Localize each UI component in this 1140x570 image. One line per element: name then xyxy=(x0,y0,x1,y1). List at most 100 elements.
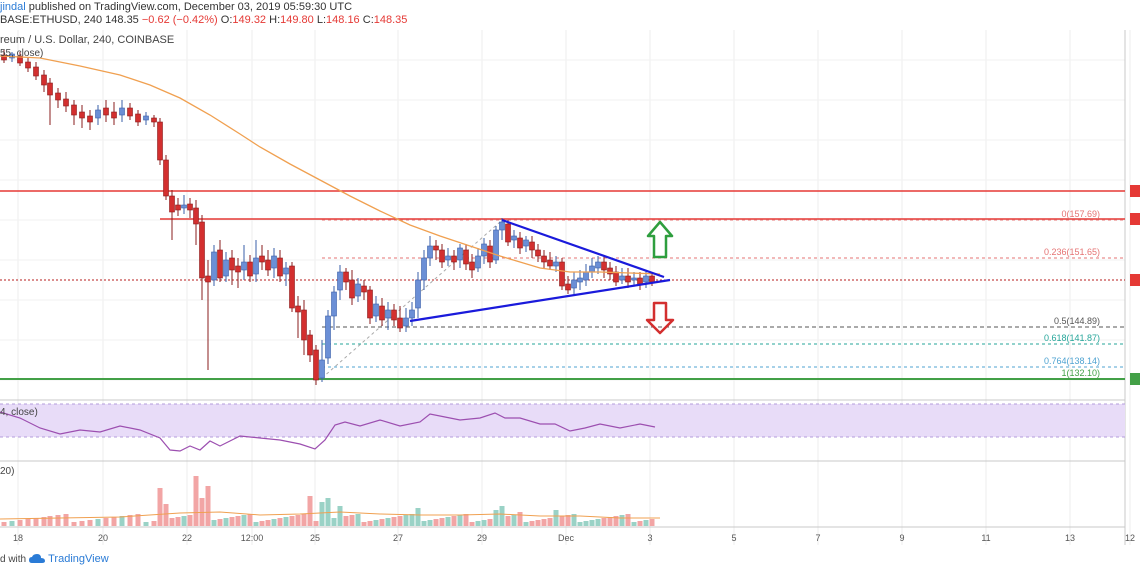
candle-body xyxy=(157,121,163,161)
candle-body xyxy=(181,204,187,209)
volume-bar xyxy=(559,516,565,526)
volume-bar xyxy=(187,515,193,526)
volume-bar xyxy=(523,522,529,526)
candle-body xyxy=(553,261,559,267)
candle-body xyxy=(63,98,69,107)
volume-bar xyxy=(127,515,133,526)
volume-bar xyxy=(17,520,23,526)
candle-body xyxy=(259,255,265,263)
candle-body xyxy=(541,255,547,263)
candle-body xyxy=(199,221,205,279)
volume-bar xyxy=(95,519,101,526)
open-label: O: xyxy=(220,14,233,26)
candle-body xyxy=(355,283,361,297)
volume-bar xyxy=(595,519,601,526)
volume-bar xyxy=(463,514,469,526)
candle-body xyxy=(595,261,601,269)
volume-bar xyxy=(631,522,637,526)
volume-bar xyxy=(589,520,595,526)
volume-bar xyxy=(397,516,403,526)
volume-bar xyxy=(391,517,397,526)
x-tick-label: 20 xyxy=(98,533,108,543)
volume-bar xyxy=(247,514,253,526)
volume-bar xyxy=(433,519,439,526)
candle-body xyxy=(295,305,301,313)
candle-body xyxy=(119,107,125,116)
volume-bar xyxy=(649,519,655,526)
candle-body xyxy=(331,291,337,317)
candle-body xyxy=(379,305,385,321)
x-tick-label: 11 xyxy=(981,533,990,543)
tradingview-logo-text[interactable]: TradingView xyxy=(48,553,109,565)
volume-bar xyxy=(241,515,247,526)
candle-body xyxy=(583,271,589,281)
candle-body xyxy=(33,66,39,77)
candle-body xyxy=(151,117,157,123)
volume-bar xyxy=(205,486,211,526)
triangle-lower-trendline[interactable] xyxy=(409,278,671,323)
volume-bar xyxy=(415,508,421,526)
price-tag xyxy=(1130,274,1140,286)
candle-body xyxy=(577,277,583,283)
candle-body xyxy=(319,359,325,379)
volume-bar xyxy=(217,519,223,526)
candle-body xyxy=(565,283,571,291)
last-price: 148.35 xyxy=(105,14,139,26)
candle-body xyxy=(637,277,643,285)
candle-body xyxy=(301,309,307,341)
volume-bar xyxy=(403,515,409,526)
rsi-band xyxy=(0,404,1125,437)
candle-body xyxy=(433,245,439,251)
volume-bar xyxy=(283,517,289,526)
candle-body xyxy=(283,267,289,275)
volume-bar xyxy=(439,518,445,526)
volume-bar xyxy=(87,520,93,526)
change-value: −0.62 (−0.42%) xyxy=(141,14,218,26)
fibonacci-retracement[interactable]: 0(157.69) 0.236(151.65) 0.5(144.89) 0.618(1… xyxy=(322,209,1125,380)
candles xyxy=(1,50,655,385)
volume-bar xyxy=(373,520,379,526)
candle-body xyxy=(559,261,565,287)
volume-bar xyxy=(143,522,149,526)
volume-bar xyxy=(475,521,481,526)
volume-bar xyxy=(409,514,415,526)
candle-body xyxy=(143,115,149,121)
candle-body xyxy=(187,203,193,211)
volume-bar xyxy=(55,515,61,526)
moving-average-line xyxy=(0,55,661,275)
volume-bar xyxy=(313,521,319,526)
candle-body xyxy=(193,207,199,225)
candle-body xyxy=(205,275,211,283)
x-tick-label: 12 xyxy=(1125,533,1135,543)
volume-bar xyxy=(637,521,643,526)
volume-bar xyxy=(385,518,391,526)
volume-bar xyxy=(79,521,85,526)
fib-level-label: 0.5(144.89) xyxy=(1054,316,1100,326)
volume-bar xyxy=(343,516,349,526)
author-link[interactable]: jindal xyxy=(0,1,26,13)
volume-bar xyxy=(271,519,277,526)
candle-body xyxy=(451,255,457,263)
candle-body xyxy=(373,303,379,317)
candle-body xyxy=(571,279,577,289)
volume-bar xyxy=(643,520,649,526)
candle-body xyxy=(613,271,619,283)
triangle-upper-trendline[interactable] xyxy=(501,218,665,279)
volume-bar xyxy=(457,515,463,526)
x-tick-label: 7 xyxy=(815,533,820,543)
volume-bar xyxy=(9,521,15,526)
candle-body xyxy=(511,235,517,241)
volume-bar xyxy=(541,519,547,526)
candle-body xyxy=(211,251,217,281)
volume-bar xyxy=(47,516,53,526)
volume-bar xyxy=(505,516,511,526)
volume-bar xyxy=(517,512,523,526)
volume-bar xyxy=(619,515,625,526)
candle-body xyxy=(337,271,343,291)
header: jindal published on TradingView.com, Dec… xyxy=(0,0,1140,30)
close-label: C: xyxy=(362,14,374,26)
x-tick-label: Dec xyxy=(558,533,575,543)
symbol-label: BASE:ETHUSD, 240 xyxy=(0,14,103,26)
open-value: 149.32 xyxy=(232,14,267,26)
